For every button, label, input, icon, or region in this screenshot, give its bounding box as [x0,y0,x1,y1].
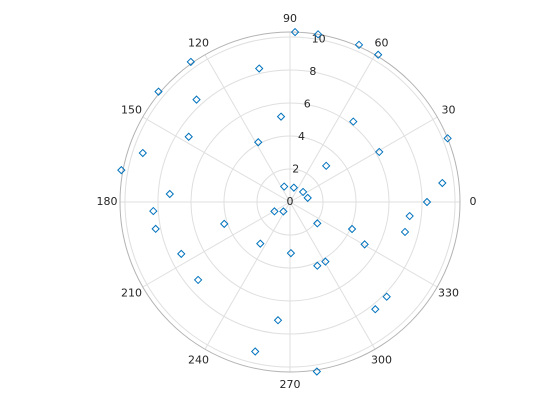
spoke [204,201,291,350]
marker [177,249,186,259]
marker [371,305,380,314]
marker [298,187,308,197]
marker [273,316,283,325]
marker [256,239,265,248]
theta-tick-label: 240 [188,353,209,366]
theta-tick-label: 90 [283,12,297,25]
theta-tick-label: 150 [121,104,142,117]
outer-ring [119,31,461,373]
theta-tick-label: 60 [375,37,389,50]
theta-tick-label: 180 [97,195,118,208]
marker [289,183,299,192]
marker [220,219,229,229]
ring [223,135,357,269]
r-tick-label: 10 [312,32,326,45]
theta-tick-label: 270 [280,378,301,391]
marker [254,64,264,73]
marker [151,224,160,234]
marker [286,248,296,258]
marker [165,189,174,199]
marker [347,224,357,234]
ring [157,69,423,335]
r-tick-label: 0 [287,195,294,208]
ring [190,102,390,302]
marker [382,292,391,301]
r-tick-label: 6 [304,97,311,110]
marker [313,261,322,270]
r-tick-label: 8 [309,65,316,78]
marker [354,40,364,50]
marker [405,211,414,221]
marker [375,147,384,157]
spoke [204,54,291,203]
spoke [289,54,376,203]
marker [276,112,286,121]
marker [279,207,288,216]
spoke [142,201,291,288]
marker [313,219,322,228]
ring [124,36,456,368]
marker [321,257,330,266]
marker [184,132,193,141]
marker [312,367,322,376]
marker [349,117,358,126]
marker [313,30,323,39]
marker [303,193,312,203]
marker [270,207,279,216]
marker [438,178,447,188]
marker [193,275,203,285]
marker [321,161,331,171]
theta-tick-label: 210 [121,287,142,300]
marker [251,347,260,356]
marker [117,165,126,175]
r-tick-label: 2 [292,162,299,175]
theta-tick-label: 0 [470,195,477,208]
spoke [142,116,291,203]
marker [290,27,300,37]
marker [360,240,369,249]
marker [422,197,432,207]
marker [254,138,263,147]
marker [149,206,158,216]
spoke [289,201,376,350]
theta-tick-label: 300 [371,353,392,366]
theta-tick-label: 330 [438,287,459,300]
marker [400,227,410,237]
ring [256,168,324,236]
marker [373,50,383,59]
marker [443,134,452,143]
spoke [289,116,438,203]
marker [154,87,163,96]
marker [279,182,289,191]
marker [138,148,147,158]
r-tick-label: 4 [298,130,305,143]
theta-tick-label: 120 [188,37,209,50]
marker [192,95,201,104]
theta-tick-label: 30 [441,104,455,117]
marker [186,57,196,67]
spoke [289,201,438,288]
